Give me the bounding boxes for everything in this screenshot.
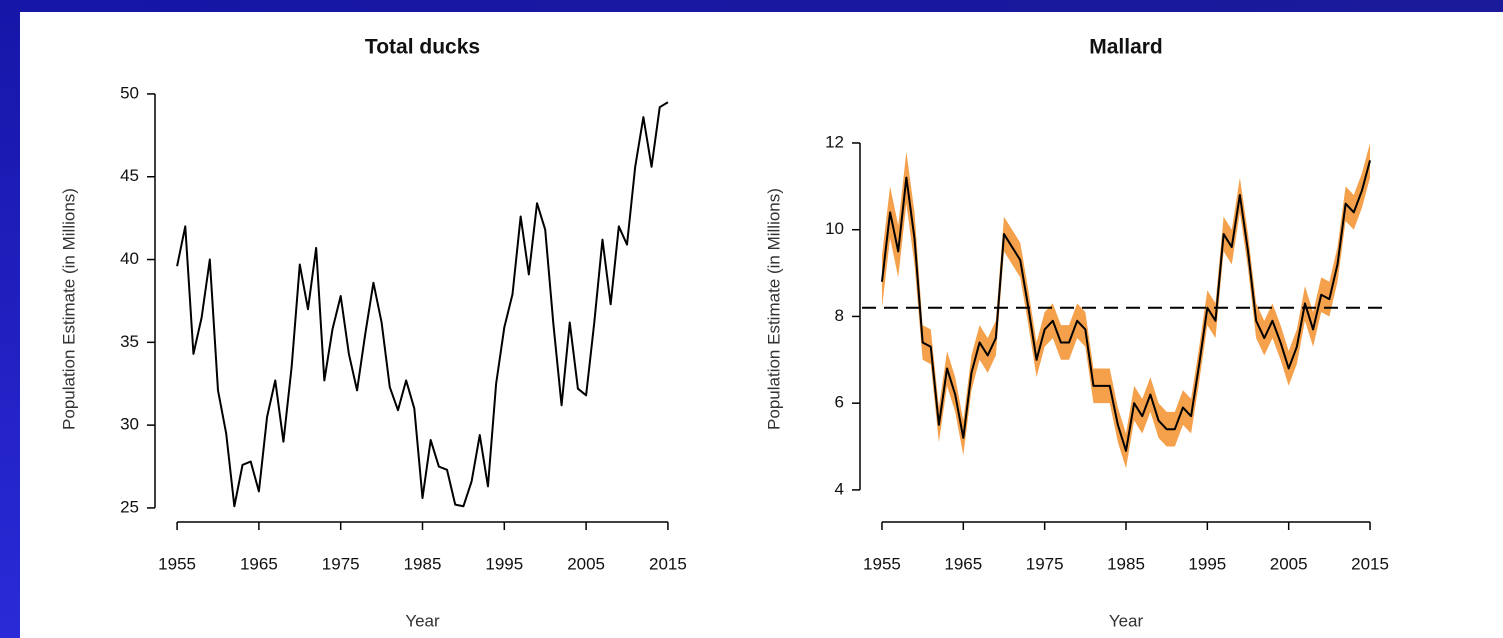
x-tick-label: 1995 [485,554,523,573]
y-tick-label: 4 [835,479,844,498]
x-tick-label: 1975 [322,554,360,573]
x-axis-title: Year [1109,611,1144,630]
x-tick-label: 1975 [1026,554,1064,573]
data-line [880,160,1372,452]
x-tick-label: 2015 [649,554,687,573]
y-tick-label: 40 [120,249,139,268]
y-tick-label: 10 [825,219,844,238]
x-tick-label: 1955 [863,554,901,573]
y-tick-label: 8 [835,306,844,325]
data-line [176,101,669,508]
x-tick-label: 1965 [944,554,982,573]
y-tick-label: 25 [120,497,139,516]
y-axis-title: Population Estimate (in Millions) [59,188,78,430]
x-tick-label: 2015 [1351,554,1389,573]
chart-title: Total ducks [365,36,480,59]
y-tick-label: 6 [835,393,844,412]
x-tick-label: 2005 [1270,554,1308,573]
x-tick-label: 1965 [240,554,278,573]
confidence-band [881,142,1371,469]
frame-border [0,0,20,638]
x-tick-label: 1995 [1188,554,1226,573]
y-tick-label: 12 [825,132,844,151]
x-tick-label: 2005 [567,554,605,573]
x-axis-title: Year [405,611,440,630]
chart-title: Mallard [1089,36,1163,59]
x-tick-label: 1985 [404,554,442,573]
y-tick-label: 50 [120,83,139,102]
x-tick-label: 1985 [1107,554,1145,573]
frame-border [0,0,1503,12]
x-tick-label: 1955 [158,554,196,573]
y-tick-label: 35 [120,332,139,351]
y-tick-label: 30 [120,415,139,434]
y-axis-title: Population Estimate (in Millions) [764,188,783,430]
y-tick-label: 45 [120,166,139,185]
